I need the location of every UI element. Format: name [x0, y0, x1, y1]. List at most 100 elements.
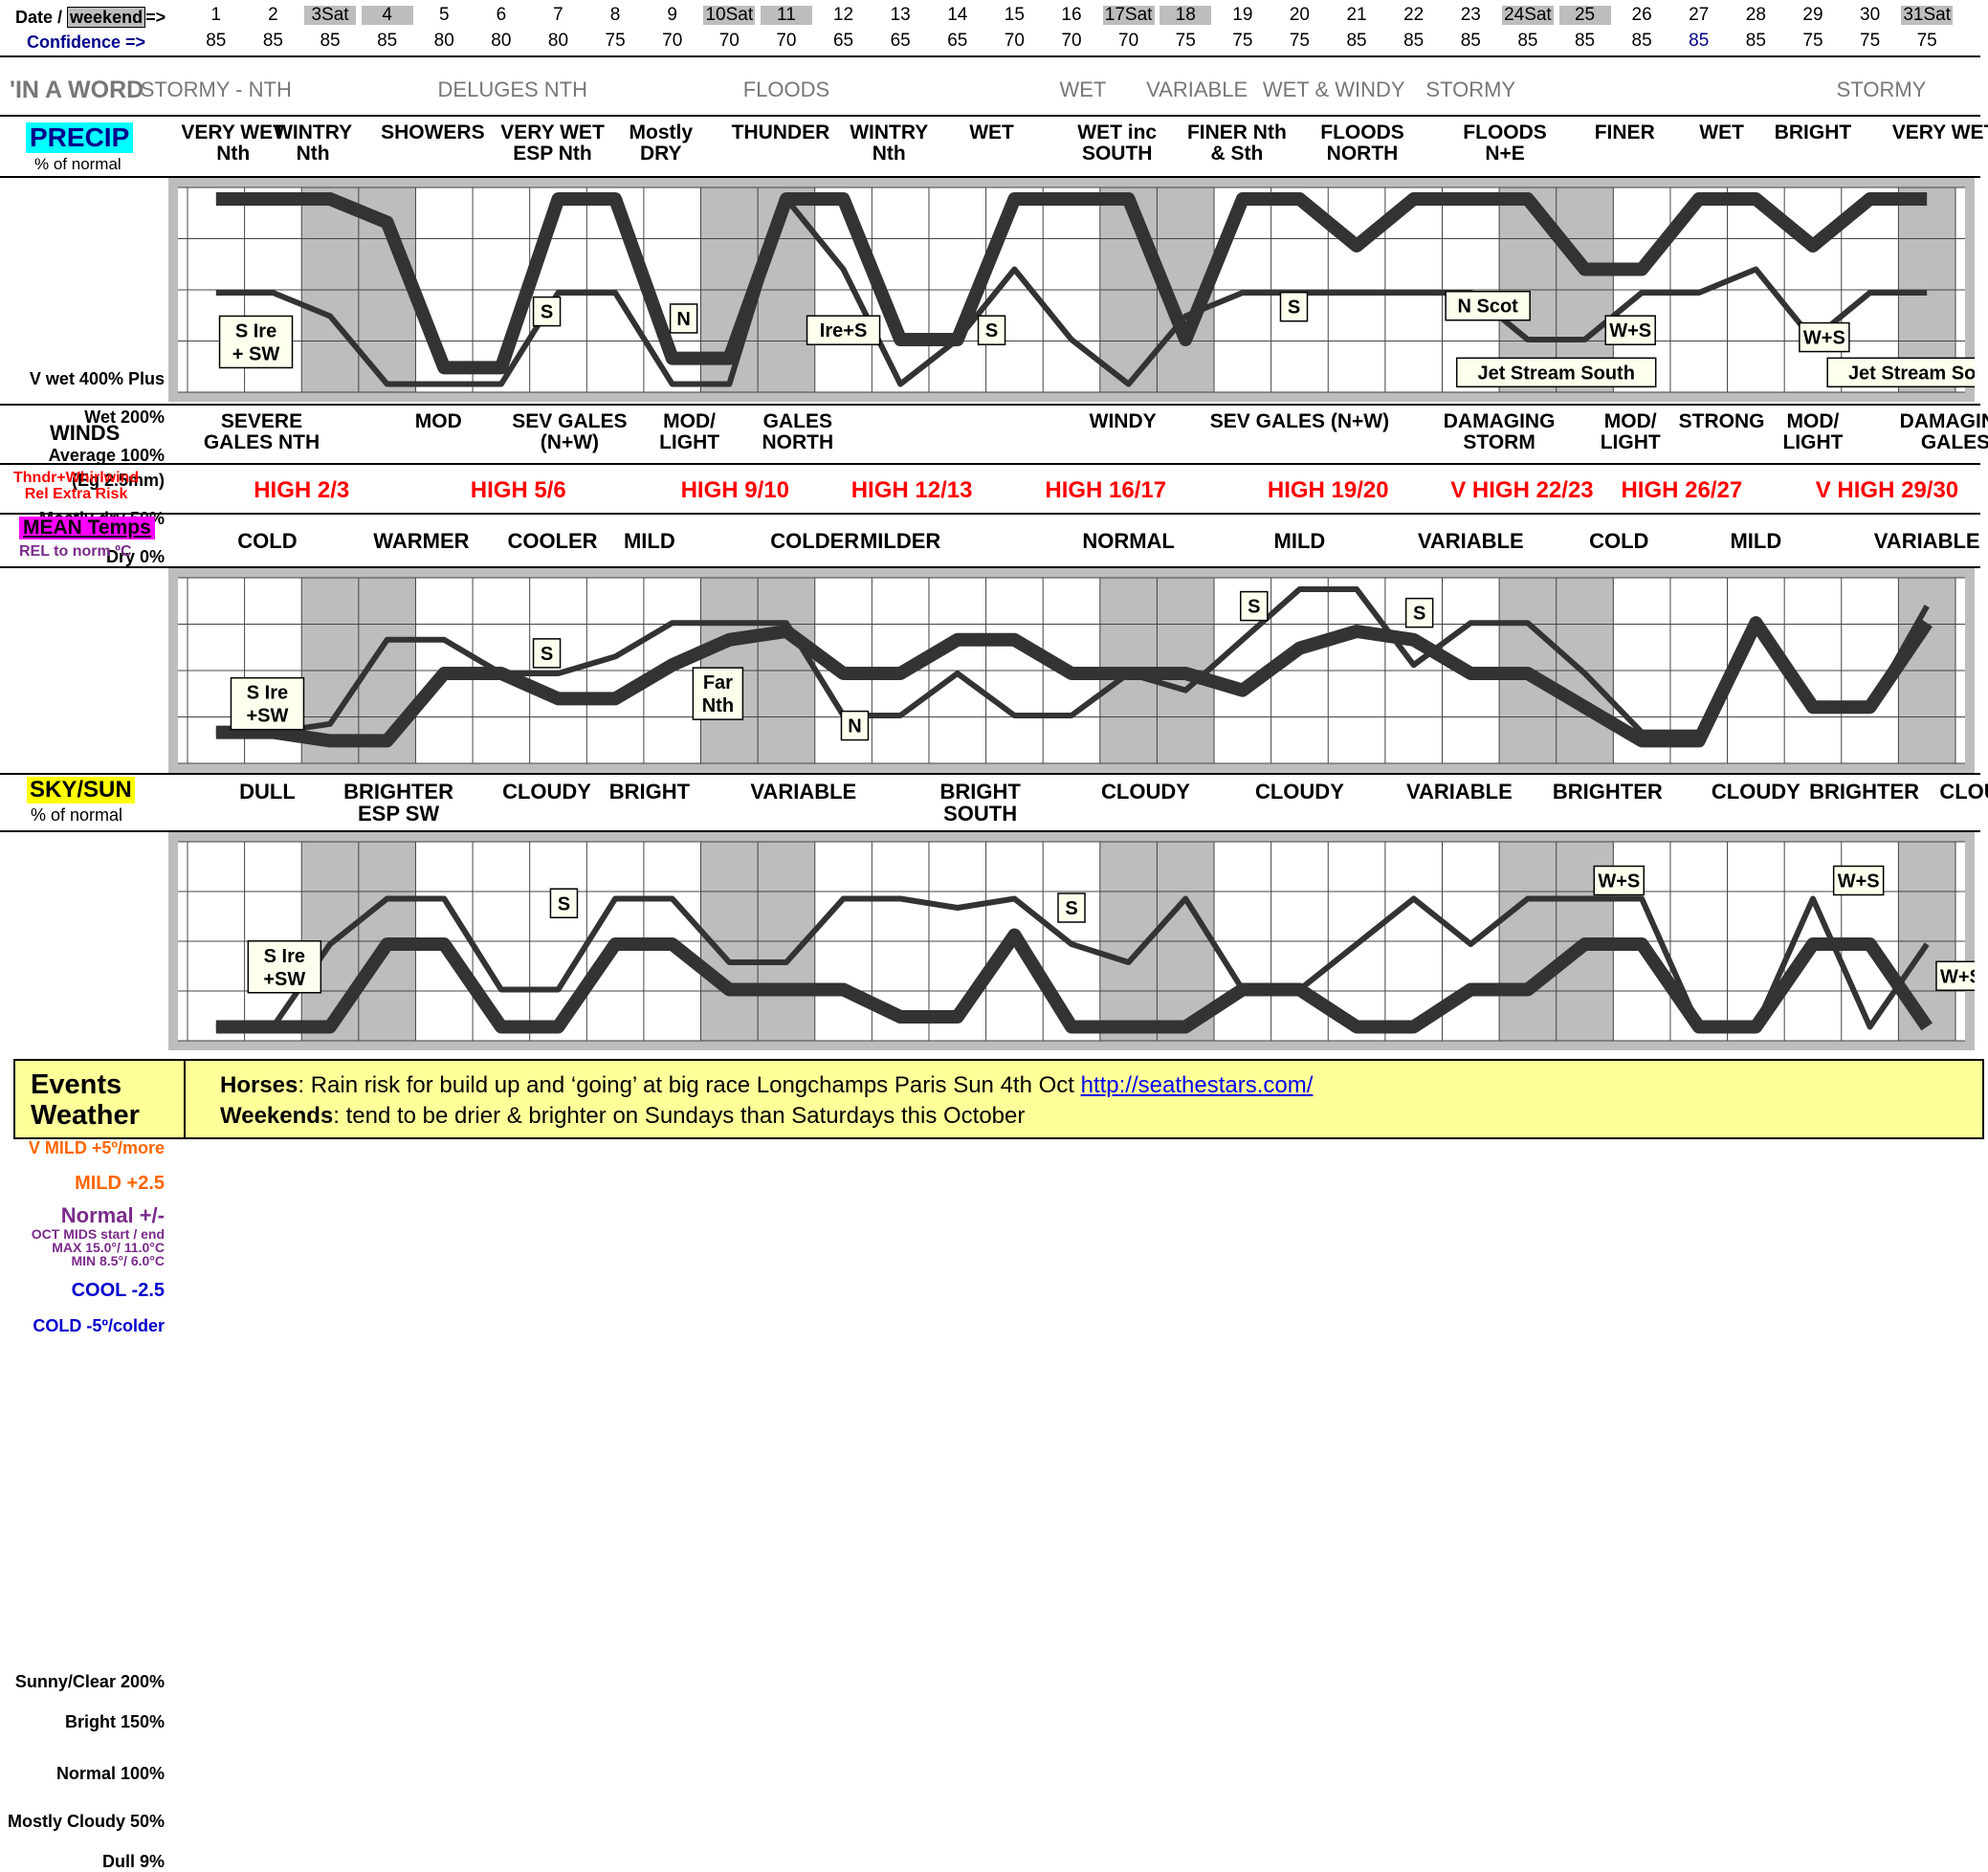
- date-cell: 23: [1445, 6, 1496, 25]
- confidence-cell: 85: [247, 32, 298, 51]
- sun-chart-section: Sunny/Clear 200%Bright 150%Normal 100%Mo…: [0, 832, 1988, 1050]
- row-cell: HIGH 5/6: [404, 478, 633, 502]
- annotation-label: Jet Stream South: [1477, 363, 1634, 384]
- confidence-cell: 75: [1901, 32, 1953, 51]
- row-cell: DELUGES NTH: [398, 78, 628, 100]
- y-axis-label: MILD +2.5: [6, 1173, 165, 1195]
- confidence-cell: 85: [1730, 32, 1781, 51]
- mean-label: MEAN Temps: [19, 517, 155, 540]
- date-cell: 16: [1046, 6, 1097, 25]
- date-cell: 9: [647, 6, 698, 25]
- annotation-label: Ire+S: [820, 320, 867, 341]
- y-axis-label: Normal +/-: [6, 1203, 165, 1228]
- confidence-cell: 85: [1616, 32, 1668, 51]
- annotation-label: W+S: [1940, 966, 1975, 987]
- row-cell: GALES NORTH: [683, 411, 913, 453]
- row-cell: CLOUDY: [1869, 781, 1988, 803]
- row-cell: SEV GALES (N+W): [1184, 411, 1414, 432]
- date-cell: 20: [1273, 6, 1325, 25]
- date-cell: 18: [1160, 6, 1211, 25]
- events-weekends-text: : tend to be drier & brighter on Sundays…: [333, 1103, 1025, 1129]
- date-cell: 30: [1844, 6, 1896, 25]
- date-cell: 14: [932, 6, 983, 25]
- date-cell: 15: [988, 6, 1040, 25]
- date-cell: 7: [532, 6, 584, 25]
- annotation-label: N: [676, 309, 690, 330]
- confidence-cell: 65: [818, 32, 870, 51]
- y-axis-label: COLD -5º/colder: [6, 1316, 165, 1336]
- row-cell: DAMAGING GALES: [1841, 411, 1988, 453]
- mean-sub: REL to norm ºC: [19, 543, 132, 561]
- date-cell: 25: [1559, 6, 1611, 25]
- confidence-cell: 75: [589, 32, 641, 51]
- date-cell: 6: [475, 6, 527, 25]
- date-cell: 4: [362, 6, 413, 25]
- date-cell: 28: [1730, 6, 1781, 25]
- confidence-cell: 75: [1217, 32, 1269, 51]
- date-label: Date / weekend=>: [15, 8, 166, 28]
- annotation-label: S: [541, 302, 553, 323]
- date-cell: 24Sat: [1502, 6, 1554, 25]
- date-cell: 8: [589, 6, 641, 25]
- confidence-cell: 80: [532, 32, 584, 51]
- annotation-label: W+S: [1598, 871, 1640, 892]
- date-cell: 19: [1217, 6, 1269, 25]
- date-cell: 1: [190, 6, 242, 25]
- events-line-1: Horses: Rain risk for build up and ‘goin…: [220, 1072, 1313, 1099]
- date-cell: 3Sat: [304, 6, 356, 25]
- date-label-text: Date /: [15, 8, 67, 27]
- row-cell: STORMY: [1767, 78, 1988, 100]
- y-axis-label: Bright 150%: [6, 1712, 165, 1732]
- date-cell: 12: [818, 6, 870, 25]
- sky-sub: % of normal: [31, 805, 122, 826]
- y-axis-label: MIN 8.5°/ 6.0°C: [6, 1253, 165, 1268]
- annotation-label: S Ire: [264, 946, 305, 967]
- events-weekends-bold: Weekends: [220, 1103, 333, 1129]
- row-cell: VARIABLE: [1812, 530, 1988, 552]
- y-axis-label: V wet 400% Plus: [6, 369, 165, 389]
- y-axis-label: V MILD +5º/more: [6, 1138, 165, 1158]
- date-cell: 2: [247, 6, 298, 25]
- row-cell: V HIGH 29/30: [1772, 478, 1988, 502]
- annotation-label: +SW: [263, 969, 305, 990]
- confidence-cell: 85: [1331, 32, 1382, 51]
- thunder-label: Thndr+Whirlwind Rel Extra Risk: [13, 471, 139, 503]
- events-title-1: Events: [31, 1070, 140, 1101]
- confidence-cell: 70: [761, 32, 812, 51]
- annotation-label: W+S: [1803, 328, 1845, 349]
- confidence-cell: 85: [1388, 32, 1440, 51]
- annotation-label: S: [1248, 597, 1260, 618]
- row-cell: FLOODS: [672, 78, 901, 100]
- confidence-cell: 85: [1502, 32, 1554, 51]
- confidence-cell: 85: [1673, 32, 1725, 51]
- confidence-cell: 75: [1160, 32, 1211, 51]
- annotation-label: N: [848, 716, 861, 738]
- date-arrow: =>: [145, 8, 166, 27]
- events-title: Events Weather: [31, 1070, 140, 1132]
- date-cell: 11: [761, 6, 812, 25]
- confidence-cell: 70: [703, 32, 755, 51]
- annotation-label: S: [1288, 297, 1300, 319]
- row-cell: HIGH 16/17: [991, 478, 1221, 502]
- date-cell: 5: [418, 6, 470, 25]
- date-cell: 27: [1673, 6, 1725, 25]
- confidence-cell: 80: [475, 32, 527, 51]
- y-axis-label: Sunny/Clear 200%: [6, 1672, 165, 1692]
- confidence-cell: 70: [1046, 32, 1097, 51]
- annotation-label: S: [1413, 604, 1425, 625]
- row-cell: STORMY: [1356, 78, 1585, 100]
- events-horses-bold: Horses: [220, 1072, 298, 1098]
- annotation-label: S: [1065, 898, 1077, 919]
- annotation-label: W+S: [1609, 320, 1651, 341]
- events-link[interactable]: http://seathestars.com/: [1081, 1072, 1314, 1098]
- sky-label: SKY/SUN: [27, 777, 135, 804]
- precip-sub: % of normal: [34, 155, 121, 174]
- row-cell: HIGH 26/27: [1567, 478, 1797, 502]
